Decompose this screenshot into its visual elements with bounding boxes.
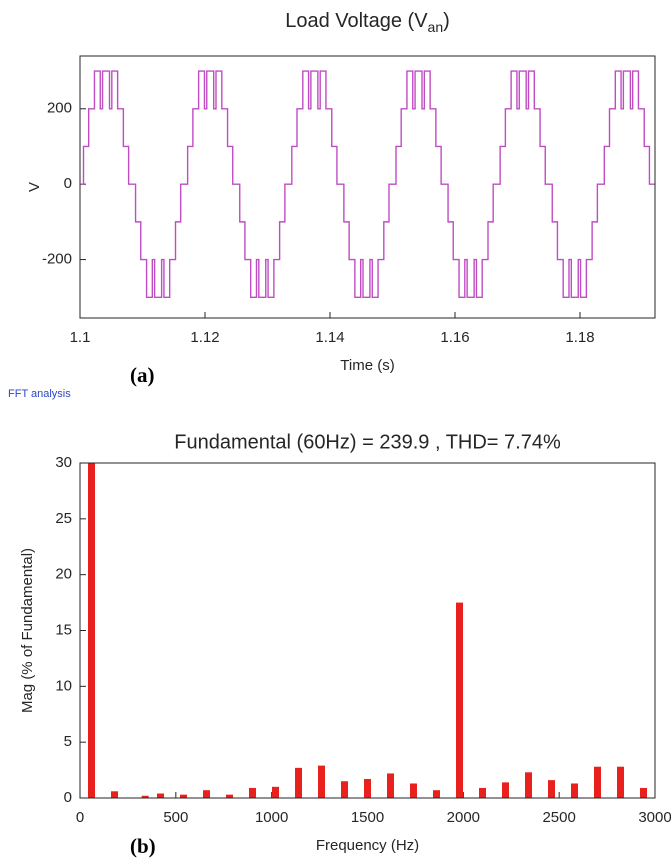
x-tick-label: 1.1 [70, 329, 91, 346]
bar [433, 790, 440, 798]
bar [594, 766, 601, 798]
title-part: ) [443, 10, 450, 32]
bar [111, 791, 118, 798]
y-tick-label: 20 [55, 566, 72, 583]
bar [180, 794, 187, 798]
y-tick-label: 25 [55, 510, 72, 527]
bar [157, 793, 164, 798]
x-tick-label: 1500 [351, 809, 384, 826]
plot-marks [88, 463, 647, 798]
bar [203, 790, 210, 798]
plot-area [80, 56, 655, 318]
y-tick-label: 5 [64, 733, 72, 750]
x-tick-label: 1.16 [440, 329, 469, 346]
bar [502, 782, 509, 798]
bar [249, 787, 256, 798]
panel-label: (a) [130, 363, 155, 387]
x-tick-label: 500 [163, 809, 188, 826]
x-tick-label: 1.12 [190, 329, 219, 346]
bar [387, 773, 394, 798]
bar [226, 794, 233, 798]
bar [479, 787, 486, 798]
bar [525, 772, 532, 798]
y-tick-label: 15 [55, 621, 72, 638]
y-axis-label: Mag (% of Fundamental) [19, 548, 36, 713]
bar [617, 766, 624, 798]
bar [640, 787, 647, 798]
title-part: Load Voltage (V [285, 10, 428, 32]
bar [548, 780, 555, 798]
plot-marks [80, 70, 655, 298]
x-axis-label: Frequency (Hz) [316, 837, 419, 854]
bar [295, 767, 302, 798]
plot-frame [79, 55, 656, 319]
y-tick-label: 0 [64, 789, 72, 806]
y-tick-label: 10 [55, 677, 72, 694]
bar [456, 602, 463, 798]
y-tick-label: 30 [55, 454, 72, 471]
x-tick-label: 1.18 [565, 329, 594, 346]
x-tick-label: 1000 [255, 809, 288, 826]
x-tick-label: 3000 [638, 809, 671, 826]
panel-label: (b) [130, 834, 156, 858]
chart-title: Load Voltage (Van) [285, 10, 450, 34]
y-tick-label: 0 [64, 175, 72, 192]
bar [141, 795, 149, 798]
bar [364, 779, 371, 798]
waveform [80, 70, 655, 298]
plot-area [80, 463, 655, 798]
bar [410, 783, 417, 798]
y-axis-label: V [26, 182, 43, 192]
bar [88, 463, 95, 798]
x-tick-label: 2500 [542, 809, 575, 826]
plot-frame [79, 462, 656, 799]
bar [571, 783, 578, 798]
title-part: an [428, 19, 444, 35]
x-tick-label: 1.14 [315, 329, 344, 346]
y-tick-label: 200 [47, 100, 72, 117]
x-tick-label: 0 [76, 809, 84, 826]
bar [341, 781, 348, 798]
bar [272, 786, 279, 798]
x-tick-label: 2000 [447, 809, 480, 826]
bar [318, 765, 325, 798]
x-axis-label: Time (s) [340, 357, 394, 374]
section-label: FFT analysis [8, 388, 71, 400]
chart-title: Fundamental (60Hz) = 239.9 , THD= 7.74% [174, 431, 561, 453]
y-tick-label: -200 [42, 251, 72, 268]
